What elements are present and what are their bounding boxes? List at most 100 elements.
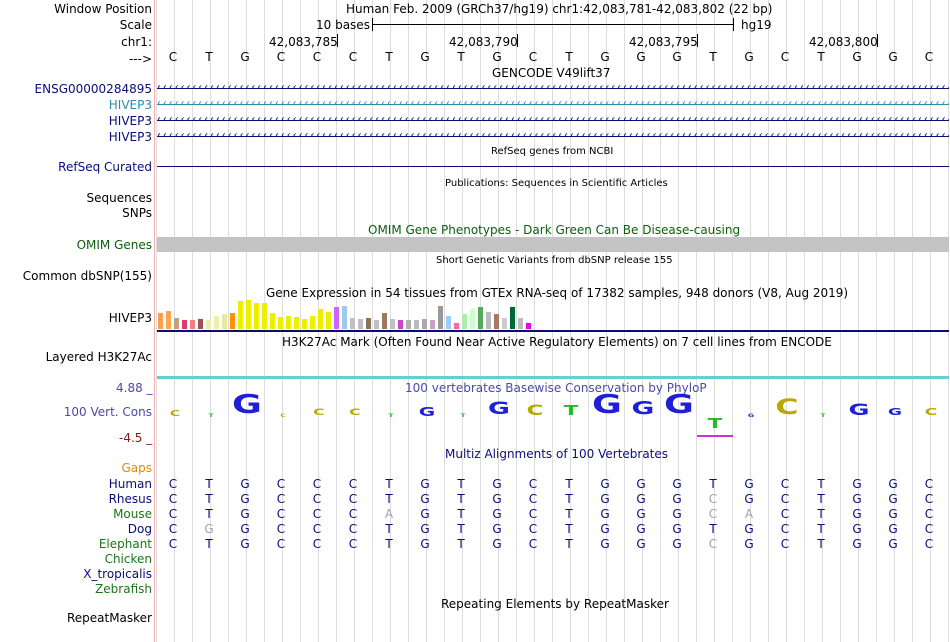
omim-label[interactable]: OMIM Genes bbox=[76, 238, 152, 252]
gtex-tissue-bar[interactable] bbox=[286, 316, 291, 329]
gtex-tissue-bar[interactable] bbox=[326, 312, 331, 329]
gtex-tissue-bar[interactable] bbox=[262, 303, 267, 329]
strand-line bbox=[157, 88, 949, 89]
publications-title[interactable]: Publications: Sequences in Scientific Ar… bbox=[445, 178, 668, 189]
h3k27ac-label[interactable]: Layered H3K27Ac bbox=[45, 350, 152, 364]
alignment-base: G bbox=[600, 522, 610, 536]
gencode-title[interactable]: GENCODE V49lift37 bbox=[492, 66, 611, 80]
gtex-tissue-bar[interactable] bbox=[390, 319, 395, 329]
gencode-transcript-strand[interactable]: ‹‹‹‹‹‹‹‹‹‹‹‹‹‹‹‹‹‹‹‹‹‹‹‹‹‹‹‹‹‹‹‹‹‹‹‹‹‹‹‹… bbox=[157, 132, 949, 141]
omim-title[interactable]: OMIM Gene Phenotypes - Dark Green Can Be… bbox=[368, 223, 741, 237]
species-label[interactable]: Mouse bbox=[113, 507, 152, 521]
gencode-transcript-strand[interactable]: ‹‹‹‹‹‹‹‹‹‹‹‹‹‹‹‹‹‹‹‹‹‹‹‹‹‹‹‹‹‹‹‹‹‹‹‹‹‹‹‹… bbox=[157, 100, 949, 109]
gtex-tissue-bar[interactable] bbox=[406, 320, 411, 329]
alignment-base: T bbox=[565, 522, 573, 536]
gtex-tissue-bar[interactable] bbox=[270, 313, 275, 329]
gtex-tissue-bar[interactable] bbox=[350, 318, 355, 329]
publications-sequences-label[interactable]: Sequences bbox=[86, 191, 152, 205]
gtex-tissue-bar[interactable] bbox=[198, 319, 203, 329]
species-label[interactable]: Chicken bbox=[104, 552, 152, 566]
gtex-tissue-bar[interactable] bbox=[182, 320, 187, 329]
refseq-label[interactable]: RefSeq Curated bbox=[58, 160, 152, 174]
dbsnp-label[interactable]: Common dbSNP(155) bbox=[22, 269, 152, 283]
gtex-tissue-bar[interactable] bbox=[494, 314, 499, 329]
gtex-tissue-bar[interactable] bbox=[254, 303, 259, 329]
sequence-base: T bbox=[385, 50, 393, 64]
omim-bar[interactable] bbox=[157, 237, 949, 252]
gtex-tissue-bar[interactable] bbox=[478, 307, 483, 329]
species-label[interactable]: X_tropicalis bbox=[83, 567, 152, 581]
gtex-tissue-bar[interactable] bbox=[510, 307, 515, 329]
sequence-base: C bbox=[312, 50, 322, 64]
gtex-label[interactable]: HIVEP3 bbox=[108, 311, 152, 325]
gencode-transcript-label[interactable]: HIVEP3 bbox=[108, 114, 152, 128]
refseq-title[interactable]: RefSeq genes from NCBI bbox=[491, 146, 614, 157]
gtex-tissue-bar[interactable] bbox=[206, 320, 211, 329]
gtex-tissue-bar[interactable] bbox=[230, 313, 235, 329]
gtex-tissue-bar[interactable] bbox=[190, 320, 195, 329]
gtex-tissue-bar[interactable] bbox=[382, 313, 387, 329]
publications-snps-label[interactable]: SNPs bbox=[122, 206, 152, 220]
phylop-negative-marker bbox=[697, 435, 733, 437]
gtex-title[interactable]: Gene Expression in 54 tissues from GTEx … bbox=[266, 286, 849, 300]
gtex-tissue-bar[interactable] bbox=[342, 306, 347, 329]
alignment-base: T bbox=[457, 537, 465, 551]
gtex-tissue-bar[interactable] bbox=[310, 316, 315, 329]
gencode-transcript-strand[interactable]: ‹‹‹‹‹‹‹‹‹‹‹‹‹‹‹‹‹‹‹‹‹‹‹‹‹‹‹‹‹‹‹‹‹‹‹‹‹‹‹‹… bbox=[157, 116, 949, 125]
phylop-title[interactable]: 100 vertebrates Basewise Conservation by… bbox=[405, 381, 707, 395]
gtex-tissue-bar[interactable] bbox=[414, 320, 419, 329]
gtex-tissue-bar[interactable] bbox=[366, 318, 371, 329]
alignment-base: T bbox=[385, 477, 393, 491]
gtex-tissue-bar[interactable] bbox=[318, 309, 323, 329]
phylop-label[interactable]: 100 Vert. Cons bbox=[63, 405, 152, 419]
gtex-tissue-bar[interactable] bbox=[446, 316, 451, 329]
gtex-tissue-bar[interactable] bbox=[374, 320, 379, 329]
gencode-transcript-strand[interactable]: ‹‹‹‹‹‹‹‹‹‹‹‹‹‹‹‹‹‹‹‹‹‹‹‹‹‹‹‹‹‹‹‹‹‹‹‹‹‹‹‹… bbox=[157, 84, 949, 93]
gtex-tissue-bar[interactable] bbox=[174, 318, 179, 329]
gtex-tissue-bar[interactable] bbox=[246, 300, 251, 329]
species-label[interactable]: Dog bbox=[127, 522, 152, 536]
alignment-base: C bbox=[312, 537, 322, 551]
gtex-tissue-bar[interactable] bbox=[294, 317, 299, 329]
gtex-tissue-bar[interactable] bbox=[422, 319, 427, 329]
alignment-base: C bbox=[708, 492, 718, 506]
species-label[interactable]: Elephant bbox=[98, 537, 152, 551]
gtex-tissue-bar[interactable] bbox=[518, 318, 523, 329]
assembly-title[interactable]: Human Feb. 2009 (GRCh37/hg19) chr1:42,08… bbox=[346, 2, 773, 16]
species-label[interactable]: Human bbox=[108, 477, 152, 491]
gtex-bars[interactable] bbox=[157, 300, 557, 329]
gtex-tissue-bar[interactable] bbox=[158, 313, 163, 329]
multiz-title[interactable]: Multiz Alignments of 100 Vertebrates bbox=[445, 447, 669, 461]
gtex-tissue-bar[interactable] bbox=[526, 323, 531, 329]
gtex-tissue-bar[interactable] bbox=[438, 306, 443, 329]
gtex-tissue-bar[interactable] bbox=[486, 312, 491, 329]
gtex-tissue-bar[interactable] bbox=[278, 317, 283, 329]
gencode-transcript-label[interactable]: HIVEP3 bbox=[108, 98, 152, 112]
repeatmasker-title[interactable]: Repeating Elements by RepeatMasker bbox=[441, 597, 669, 611]
gtex-tissue-bar[interactable] bbox=[454, 323, 459, 329]
sequence-base: C bbox=[168, 50, 178, 64]
gtex-tissue-bar[interactable] bbox=[470, 309, 475, 329]
gtex-tissue-bar[interactable] bbox=[334, 307, 339, 329]
strand-line bbox=[157, 104, 949, 105]
gtex-tissue-bar[interactable] bbox=[502, 318, 507, 329]
h3k27ac-title[interactable]: H3K27Ac Mark (Often Found Near Active Re… bbox=[282, 335, 832, 349]
gtex-tissue-bar[interactable] bbox=[222, 314, 227, 329]
gtex-tissue-bar[interactable] bbox=[166, 311, 171, 329]
alignment-base: G bbox=[420, 477, 430, 491]
repeatmasker-label[interactable]: RepeatMasker bbox=[66, 611, 152, 625]
gencode-transcript-label[interactable]: HIVEP3 bbox=[108, 130, 152, 144]
gtex-tissue-bar[interactable] bbox=[238, 301, 243, 329]
species-label[interactable]: Rhesus bbox=[108, 492, 152, 506]
gtex-tissue-bar[interactable] bbox=[302, 319, 307, 329]
gtex-tissue-bar[interactable] bbox=[214, 316, 219, 329]
species-label[interactable]: Zebrafish bbox=[95, 582, 152, 596]
gtex-tissue-bar[interactable] bbox=[358, 319, 363, 329]
gtex-tissue-bar[interactable] bbox=[430, 320, 435, 329]
gencode-transcript-label[interactable]: ENSG00000284895 bbox=[34, 82, 152, 96]
gtex-tissue-bar[interactable] bbox=[462, 314, 467, 329]
gaps-label[interactable]: Gaps bbox=[121, 461, 152, 475]
dbsnp-title[interactable]: Short Genetic Variants from dbSNP releas… bbox=[436, 255, 673, 266]
gtex-tissue-bar[interactable] bbox=[398, 320, 403, 329]
